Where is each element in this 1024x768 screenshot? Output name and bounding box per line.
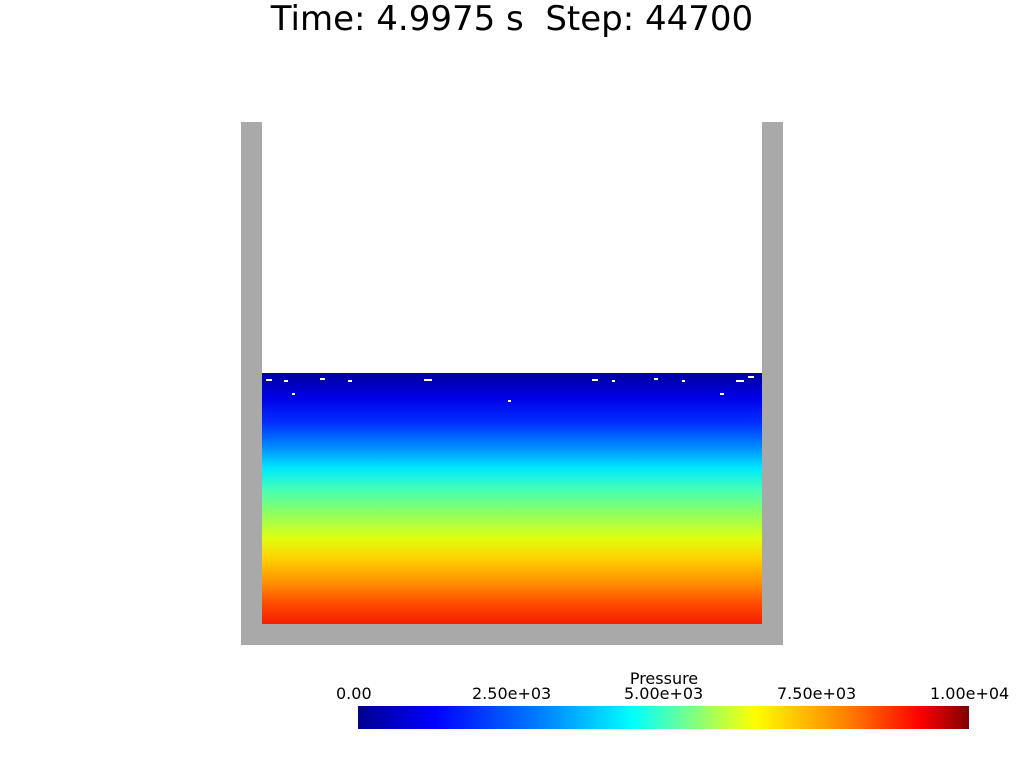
colorbar-tick-label: 7.50e+03 bbox=[777, 684, 857, 703]
fluid-surface-particle bbox=[508, 400, 511, 402]
simulation-time-step-label: Time: 4.9975 s Step: 44700 bbox=[270, 0, 754, 39]
pressure-colorbar bbox=[358, 706, 969, 729]
container-bottom-wall bbox=[241, 624, 783, 645]
colorbar-tick-label: 2.50e+03 bbox=[472, 684, 552, 703]
colorbar-tick-label: 0.00 bbox=[336, 684, 372, 703]
fluid-surface-particle bbox=[736, 380, 744, 382]
fluid-surface-particle bbox=[284, 380, 288, 382]
fluid-surface-particle bbox=[720, 393, 724, 395]
colorbar-tick-label: 5.00e+03 bbox=[624, 684, 704, 703]
fluid-pressure-field bbox=[262, 373, 762, 624]
fluid-surface-particle bbox=[612, 380, 615, 382]
fluid-surface-particle bbox=[682, 380, 685, 382]
fluid-surface-particle bbox=[320, 378, 325, 380]
fluid-surface-particle bbox=[654, 378, 658, 380]
fluid-surface-particle bbox=[748, 376, 754, 378]
fluid-surface-particle bbox=[592, 379, 598, 381]
fluid-surface-particle bbox=[292, 393, 295, 395]
colorbar-tick-label: 1.00e+04 bbox=[930, 684, 1010, 703]
colorbar-title: Pressure bbox=[629, 669, 699, 688]
container-right-wall bbox=[762, 122, 783, 645]
fluid-surface-particle bbox=[348, 380, 352, 382]
container-left-wall bbox=[241, 122, 262, 645]
fluid-surface-particle bbox=[424, 379, 432, 381]
fluid-surface-particle bbox=[266, 379, 272, 381]
